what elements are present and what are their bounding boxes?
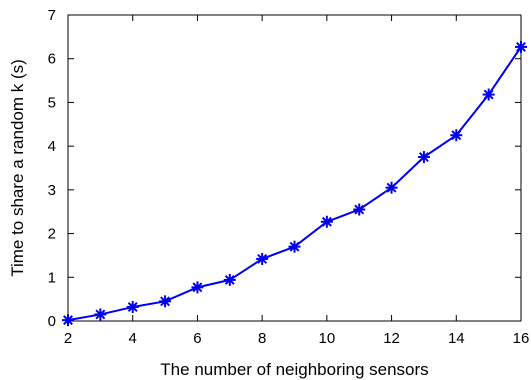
y-tick-label: 5	[48, 94, 56, 111]
y-tick-label: 4	[48, 138, 56, 155]
data-point	[256, 252, 269, 265]
y-tick-label: 7	[48, 7, 56, 24]
asterisk-marker-stroke	[354, 204, 365, 215]
data-point	[126, 301, 139, 314]
y-tick-label: 6	[48, 51, 56, 68]
asterisk-marker-stroke	[160, 296, 171, 307]
asterisk-marker-stroke	[224, 274, 235, 285]
series-line	[67, 46, 522, 322]
data-point	[191, 281, 204, 294]
asterisk-marker-stroke	[516, 41, 526, 52]
asterisk-marker-stroke	[289, 241, 300, 252]
asterisk-marker-stroke	[257, 253, 268, 264]
data-point	[353, 203, 366, 216]
asterisk-marker-stroke	[63, 315, 73, 326]
asterisk-marker-stroke	[386, 182, 397, 193]
data-point	[159, 295, 172, 308]
data-point	[288, 240, 301, 253]
x-tick-label: 4	[129, 330, 137, 347]
data-point	[320, 215, 333, 228]
x-tick-label: 16	[513, 330, 530, 347]
data-point	[482, 88, 495, 101]
data-point	[417, 151, 430, 164]
data-point	[385, 181, 398, 194]
series-layer	[62, 40, 527, 327]
asterisk-marker-stroke	[127, 302, 138, 312]
x-tick-label: 12	[383, 330, 400, 347]
data-point	[515, 40, 527, 53]
asterisk-marker-stroke	[192, 282, 203, 293]
x-axis-title: The number of neighboring sensors	[160, 360, 428, 379]
x-tick-label: 14	[448, 330, 465, 347]
asterisk-marker-stroke	[483, 89, 494, 100]
x-tick-label: 10	[319, 330, 336, 347]
data-point	[223, 273, 236, 286]
x-tick-label: 8	[258, 330, 266, 347]
asterisk-marker-stroke	[95, 309, 106, 320]
asterisk-marker-stroke	[418, 152, 429, 163]
y-tick-label: 2	[48, 226, 56, 243]
plot-frame	[67, 14, 522, 322]
y-axis-title: Time to share a random k (s)	[8, 59, 27, 277]
x-tick-label: 2	[64, 330, 72, 347]
data-point	[94, 308, 107, 321]
y-tick-label: 1	[48, 269, 56, 286]
y-tick-label: 3	[48, 182, 56, 199]
x-tick-label: 6	[193, 330, 201, 347]
asterisk-marker-stroke	[451, 130, 462, 141]
data-point	[62, 314, 74, 327]
asterisk-marker-stroke	[321, 216, 332, 227]
data-point	[450, 129, 463, 142]
y-tick-label: 0	[48, 313, 56, 330]
